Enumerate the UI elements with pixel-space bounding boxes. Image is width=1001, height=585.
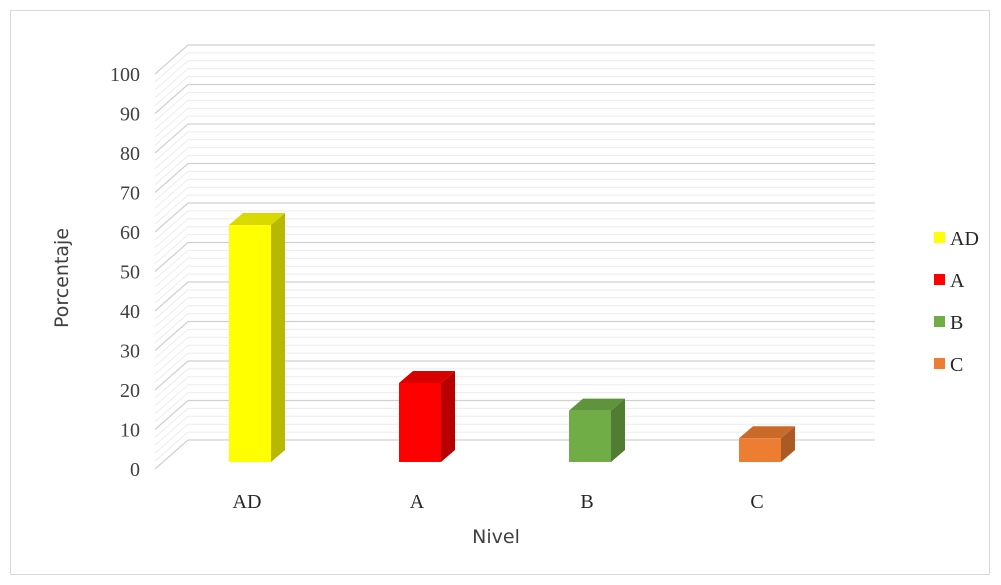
legend-swatch <box>934 316 945 327</box>
major-gridline <box>154 320 875 351</box>
legend-swatch <box>934 274 945 285</box>
major-gridline <box>154 162 875 193</box>
y-tick-label: 80 <box>120 143 140 165</box>
y-tick-label: 50 <box>120 262 140 284</box>
minor-gridline <box>154 107 875 138</box>
gridlines <box>154 44 875 470</box>
legend-label: AD <box>950 228 979 250</box>
minor-gridline <box>154 218 875 249</box>
minor-gridline <box>154 265 875 296</box>
minor-gridline <box>154 99 875 130</box>
minor-gridline <box>154 297 875 328</box>
bar-top <box>739 426 795 439</box>
legend: AD ABC <box>934 228 979 376</box>
minor-gridline <box>154 415 875 446</box>
minor-gridline <box>154 407 875 438</box>
legend-label: C <box>950 354 963 376</box>
x-axis-title: Nivel <box>472 526 520 548</box>
major-gridline <box>154 241 875 272</box>
legend-swatch <box>934 232 945 243</box>
bars <box>229 213 795 462</box>
minor-gridline <box>154 368 875 399</box>
minor-gridline <box>154 305 875 336</box>
legend-label: A <box>950 270 965 292</box>
y-axis-ticks: 0 10 20 30 40 50 60 70 80 90 100 <box>110 64 140 481</box>
bar-side <box>781 426 795 462</box>
bar-front <box>399 383 441 462</box>
y-tick-label: 20 <box>120 380 140 402</box>
minor-gridline <box>154 170 875 201</box>
minor-gridline <box>154 328 875 359</box>
minor-gridline <box>154 384 875 415</box>
minor-gridline <box>154 289 875 320</box>
y-tick-label: 0 <box>130 459 140 481</box>
bar-top <box>399 371 455 383</box>
y-tick-label: 30 <box>120 341 140 363</box>
minor-gridline <box>154 344 875 375</box>
minor-gridline <box>154 226 875 257</box>
y-tick-label: 60 <box>120 222 140 244</box>
y-axis-title: Porcentaje <box>51 228 73 328</box>
minor-gridline <box>154 234 875 264</box>
bar-top <box>229 213 285 225</box>
legend-label: B <box>950 312 963 334</box>
minor-gridline <box>154 115 875 146</box>
y-tick-label: 100 <box>110 64 140 86</box>
bar-front <box>569 410 611 462</box>
major-gridline <box>154 439 875 470</box>
minor-gridline <box>154 155 875 185</box>
minor-gridline <box>154 60 875 91</box>
minor-gridline <box>154 147 875 178</box>
minor-gridline <box>154 52 875 83</box>
minor-gridline <box>154 139 875 170</box>
major-gridline <box>154 202 875 233</box>
minor-gridline <box>154 210 875 241</box>
bar-ad <box>229 213 285 462</box>
major-gridline <box>154 44 875 75</box>
x-tick-label: B <box>580 491 593 513</box>
minor-gridline <box>154 76 875 106</box>
bar-c <box>739 426 795 462</box>
legend-swatch <box>934 358 945 369</box>
bar-top <box>569 398 625 411</box>
x-tick-label: AD <box>233 491 262 513</box>
minor-gridline <box>154 68 875 99</box>
minor-gridline <box>154 431 875 462</box>
minor-gridline <box>154 352 875 383</box>
x-axis-ticks: AD A B C <box>233 491 764 513</box>
minor-gridline <box>154 376 875 407</box>
major-gridline <box>154 83 875 114</box>
bar-b <box>569 398 625 462</box>
minor-gridline <box>154 249 875 280</box>
bar-front <box>739 438 781 462</box>
minor-gridline <box>154 313 875 343</box>
minor-gridline <box>154 273 875 304</box>
minor-gridline <box>154 186 875 217</box>
bar-a <box>399 371 455 462</box>
minor-gridline <box>154 336 875 367</box>
y-tick-label: 70 <box>120 183 140 205</box>
minor-gridline <box>154 423 875 454</box>
major-gridline <box>154 360 875 391</box>
minor-gridline <box>154 131 875 162</box>
major-gridline <box>154 399 875 430</box>
minor-gridline <box>154 257 875 288</box>
x-tick-label: C <box>750 491 763 513</box>
bar-front <box>229 225 271 462</box>
bar-side <box>441 371 455 462</box>
minor-gridline <box>154 91 875 122</box>
x-tick-label: A <box>410 491 425 513</box>
major-gridline <box>154 281 875 312</box>
minor-gridline <box>154 392 875 422</box>
y-tick-label: 40 <box>120 301 140 323</box>
y-tick-label: 90 <box>120 104 140 126</box>
y-tick-label: 10 <box>120 420 140 442</box>
bar-side <box>271 213 285 462</box>
major-gridline <box>154 123 875 154</box>
minor-gridline <box>154 194 875 225</box>
chart-frame <box>10 10 990 575</box>
minor-gridline <box>154 178 875 209</box>
bar-side <box>611 398 625 462</box>
